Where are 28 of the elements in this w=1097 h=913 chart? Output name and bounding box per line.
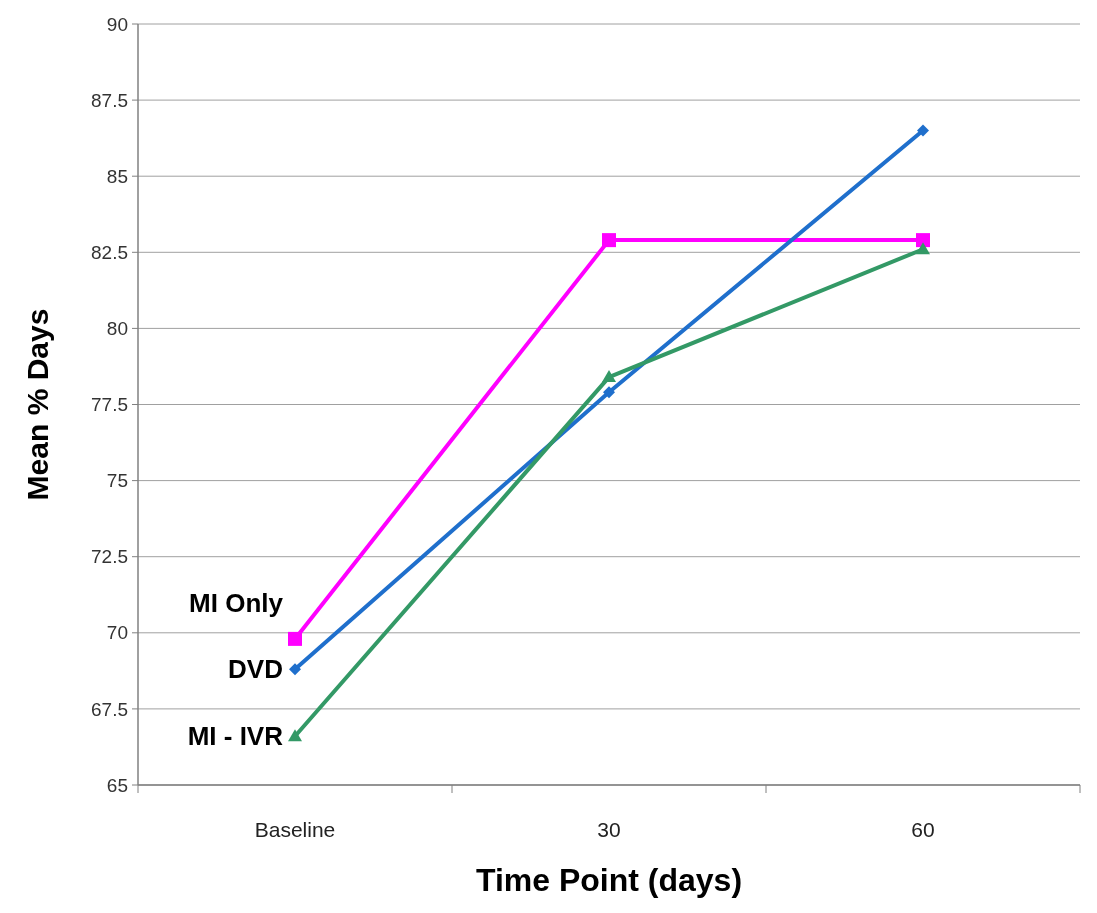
series-label: MI Only: [189, 587, 284, 618]
point: [603, 386, 615, 399]
y-tick-label: 67.5: [91, 698, 128, 720]
y-tick-label: 85: [106, 165, 128, 187]
series-label: DVD: [228, 654, 283, 685]
x-axis-title: Time Point (days): [475, 862, 743, 898]
y-tick-label: 80: [106, 318, 128, 340]
y-axis-title: Mean % Days: [21, 308, 54, 501]
x-tick-label: 60: [911, 818, 935, 841]
point: [289, 663, 301, 676]
point: [602, 370, 616, 383]
point: [288, 631, 302, 646]
x-tick-label: 30: [597, 818, 621, 841]
point: [916, 242, 930, 255]
x-tick-label: Baseline: [254, 818, 336, 841]
y-tick-label: 77.5: [91, 394, 128, 416]
point: [602, 233, 616, 248]
y-tick-label: 82.5: [91, 241, 128, 263]
y-tick-label: 75: [106, 470, 128, 492]
series-label: MI - IVR: [187, 721, 284, 752]
point: [916, 233, 930, 248]
point: [917, 124, 929, 137]
y-tick-label: 70: [106, 622, 128, 644]
y-tick-label: 65: [106, 774, 128, 796]
y-tick-label: 87.5: [91, 89, 128, 111]
y-tick-label: 90: [106, 13, 128, 35]
point: [288, 729, 302, 742]
y-tick-label: 72.5: [91, 546, 128, 568]
